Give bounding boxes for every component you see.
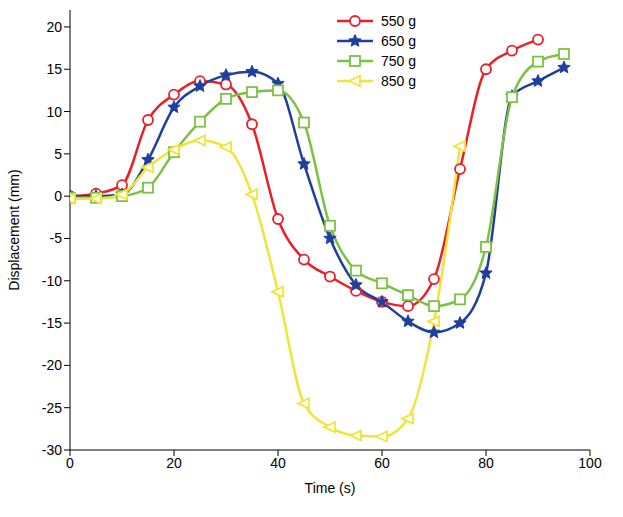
html-text:550 g: 550 g [381,13,416,29]
svg-text:Time (s): Time (s) [305,480,356,496]
html-text:750 g: 750 g [381,53,416,69]
svg-text:0: 0 [54,188,62,204]
svg-text:-25: -25 [42,400,62,416]
html-text:650 g: 650 g [381,33,416,49]
svg-text:10: 10 [46,104,62,120]
svg-text:20: 20 [166,455,182,471]
svg-text:40: 40 [270,455,286,471]
svg-text:-10: -10 [42,273,62,289]
svg-text:15: 15 [46,61,62,77]
svg-text:20: 20 [46,19,62,35]
html-text:850 g: 850 g [381,73,416,89]
svg-text:Displacement (mm): Displacement (mm) [6,169,22,290]
svg-text:-20: -20 [42,357,62,373]
svg-text:-5: -5 [50,230,63,246]
svg-text:80: 80 [478,455,494,471]
svg-text:0: 0 [66,455,74,471]
svg-text:100: 100 [578,455,602,471]
svg-text:5: 5 [54,146,62,162]
svg-text:60: 60 [374,455,390,471]
svg-text:-15: -15 [42,315,62,331]
svg-text:-30: -30 [42,442,62,458]
